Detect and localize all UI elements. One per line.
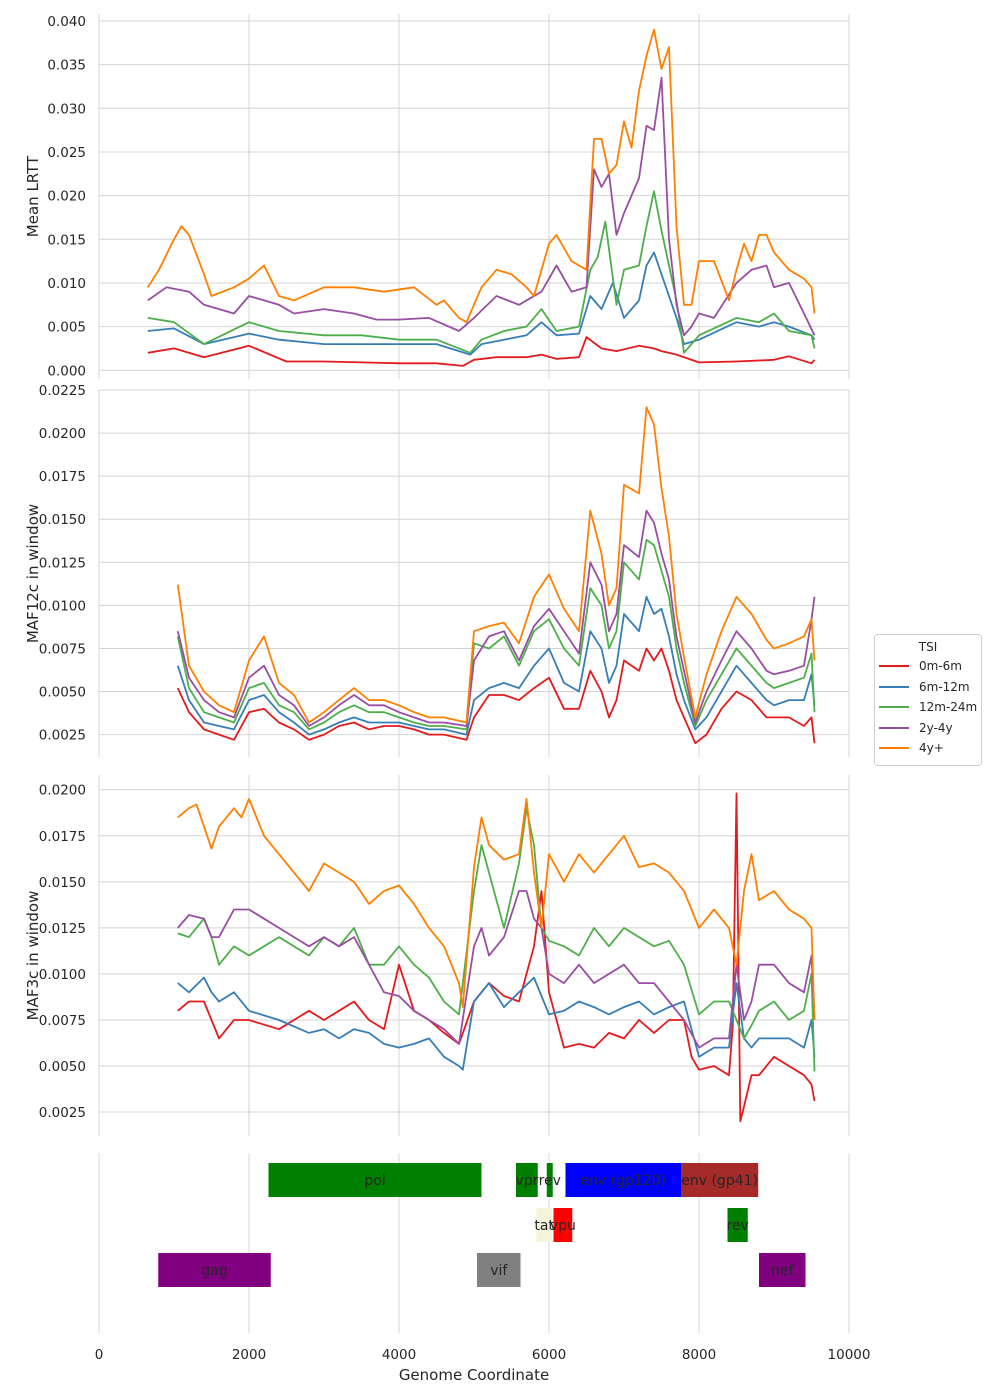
gene-bar-gag — [158, 1253, 271, 1287]
legend-item-6m-12m: 6m-12m — [875, 677, 981, 698]
y-axis-label: MAF12c in window — [24, 504, 42, 643]
gene-bar-env-gp120 — [565, 1163, 681, 1197]
y-tick-label: 0.020 — [47, 189, 86, 205]
series-line-6m-12m — [176, 595, 816, 736]
gene-label-nef: nef — [771, 1263, 794, 1279]
gene-bar-vif — [477, 1253, 521, 1287]
y-tick-label: 0.0150 — [39, 512, 86, 528]
y-tick-label: 0.0050 — [39, 1059, 86, 1075]
series-line-12m-24m — [176, 539, 816, 731]
series-line-6m-12m — [147, 251, 816, 356]
gene-label-rev: rev — [726, 1218, 748, 1234]
legend-swatch — [879, 726, 909, 729]
y-tick-label: 0.040 — [47, 14, 86, 30]
legend-swatch — [879, 706, 909, 709]
y-tick-label: 0.0025 — [39, 1105, 86, 1121]
gene-label-rev: rev — [539, 1173, 561, 1189]
y-tick-label: 0.0100 — [39, 967, 86, 983]
gene-label-env-gp120: env (gp120) — [580, 1173, 666, 1189]
y-tick-label: 0.0100 — [39, 598, 86, 614]
y-tick-label: 0.0225 — [39, 383, 86, 399]
y-tick-label: 0.0175 — [39, 469, 86, 485]
gene-bar-env-gp41 — [681, 1163, 759, 1197]
y-tick-label: 0.015 — [47, 232, 86, 248]
y-tick-label: 0.0175 — [39, 829, 86, 845]
legend-swatch — [879, 747, 909, 750]
y-tick-label: 0.0075 — [39, 1013, 86, 1029]
legend-item-0m-6m: 0m-6m — [875, 656, 981, 677]
y-tick-label: 0.0150 — [39, 875, 86, 891]
series-line-0m-6m — [176, 647, 816, 745]
y-tick-label: 0.0125 — [39, 921, 86, 937]
legend-swatch — [879, 665, 909, 668]
gene-label-vif: vif — [490, 1263, 508, 1279]
y-tick-label: 0.005 — [47, 320, 86, 336]
gene-bar-pol — [268, 1163, 482, 1197]
series-line-4y — [177, 798, 816, 1021]
legend-item-2y-4y: 2y-4y — [875, 718, 981, 739]
y-tick-label: 0.000 — [47, 363, 86, 379]
series-line-4y — [176, 406, 816, 724]
gene-bar-vpu — [553, 1208, 573, 1242]
series-line-0m-6m — [177, 792, 816, 1123]
x-tick-label: 0 — [95, 1347, 104, 1363]
series-line-4y — [147, 28, 816, 324]
legend-label: 4y+ — [919, 741, 944, 756]
legend-label: 2y-4y — [919, 720, 953, 735]
y-tick-label: 0.0200 — [39, 783, 86, 799]
gene-bar-tat — [536, 1208, 552, 1242]
y-tick-label: 0.010 — [47, 276, 86, 292]
y-tick-label: 0.0025 — [39, 728, 86, 744]
legend-label: 12m-24m — [919, 700, 978, 715]
gene-label-env-gp41: env (gp41) — [681, 1173, 758, 1189]
x-tick-label: 2000 — [232, 1347, 266, 1363]
gene-bar-rev — [727, 1208, 748, 1242]
y-tick-label: 0.0200 — [39, 426, 86, 442]
y-tick-label: 0.0075 — [39, 641, 86, 657]
y-tick-label: 0.0125 — [39, 555, 86, 571]
y-tick-label: 0.025 — [47, 145, 86, 161]
gene-label-gag: gag — [201, 1263, 227, 1279]
series-line-2y-4y — [147, 76, 816, 337]
y-axis-label: MAF3c in window — [24, 891, 42, 1021]
gene-bar-nef — [759, 1253, 806, 1287]
x-tick-label: 4000 — [382, 1347, 416, 1363]
gene-label-tat: tat — [534, 1218, 554, 1234]
legend-item-4y-plus: 4y+ — [875, 738, 981, 759]
legend-title: TSI — [918, 640, 938, 654]
series-line-12m-24m — [147, 190, 816, 354]
panel-maf12c: 0.0025 0.0050 0.0075 0.0100 0.0125 0.0150 0.01… — [24, 383, 850, 757]
y-tick-label: 0.035 — [47, 58, 86, 74]
x-axis-label: Genome Coordinate — [399, 1366, 549, 1384]
series-line-6m-12m — [177, 976, 816, 1071]
legend-label: 6m-12m — [919, 679, 970, 694]
panel-maf3c: 0.0025 0.0050 0.0075 0.0100 0.0125 0.0150 0.01… — [24, 775, 850, 1136]
x-tick-label: 10000 — [828, 1347, 871, 1363]
y-tick-label: 0.0050 — [39, 685, 86, 701]
x-tick-label: 8000 — [682, 1347, 716, 1363]
y-tick-label: 0.030 — [47, 101, 86, 117]
gene-label-pol: pol — [364, 1173, 385, 1189]
legend-label: 0m-6m — [919, 659, 962, 674]
gene-label-vpu: vpu — [550, 1218, 576, 1234]
legend: TSI 0m-6m 6m-12m 12m-24m 2y-4y 4y+ — [874, 634, 982, 766]
panel-lrtt: 0.000 0.005 0.010 0.015 0.020 0.025 0.030 0.035… — [24, 14, 850, 379]
gene-bar-rev — [546, 1163, 553, 1197]
series-line-2y-4y — [176, 509, 816, 727]
series-line-0m-6m — [147, 336, 816, 367]
gene-label-vpr: vpr — [515, 1173, 538, 1189]
y-axis-label: Mean LRTT — [24, 155, 42, 237]
legend-item-12m-24m: 12m-24m — [875, 697, 981, 718]
gene-bar-vpr — [516, 1163, 538, 1197]
legend-swatch — [879, 685, 909, 688]
series-line-2y-4y — [177, 890, 816, 1049]
series-line-12m-24m — [177, 807, 816, 1072]
x-tick-label: 6000 — [532, 1347, 566, 1363]
